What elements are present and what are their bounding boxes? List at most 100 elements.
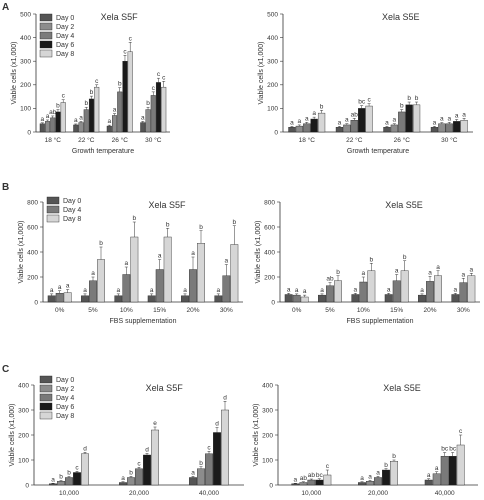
- significance-label: b: [199, 460, 203, 467]
- significance-label: a: [191, 250, 195, 257]
- significance-label: c: [95, 78, 99, 85]
- bar: [326, 285, 334, 303]
- x-axis-label: Growth temperature: [347, 148, 409, 155]
- significance-label: a: [433, 119, 437, 126]
- significance-label: bc: [316, 472, 324, 479]
- significance-label: a: [113, 107, 117, 114]
- significance-label: bc: [358, 99, 366, 106]
- bar: [140, 122, 146, 133]
- bar: [418, 294, 426, 303]
- bar: [97, 259, 105, 303]
- y-tick-label: 0: [34, 299, 38, 306]
- bar: [106, 125, 112, 133]
- chart-title: Xela S5F: [101, 12, 139, 22]
- significance-label: a: [338, 119, 342, 126]
- x-tick-label: 18 °C: [299, 136, 316, 144]
- bar: [383, 127, 391, 133]
- y-tick-label: 200: [267, 82, 278, 89]
- bar: [189, 477, 197, 486]
- x-tick-label: 5%: [88, 307, 98, 314]
- bar: [119, 482, 127, 486]
- significance-label: b: [384, 462, 388, 469]
- significance-label: b: [415, 95, 419, 102]
- significance-label: a: [427, 472, 431, 479]
- significance-label: a: [312, 110, 316, 117]
- x-tick-label: 22 °C: [346, 136, 363, 144]
- legend-swatch: [39, 375, 53, 384]
- x-tick-label: 10,000: [301, 490, 321, 497]
- x-tick-label: 30 °C: [441, 136, 458, 144]
- significance-label: a: [183, 287, 187, 294]
- chart-a2: Xela S5E 0 100 200 300 400 500 Viable cells (x1…: [258, 11, 473, 155]
- significance-label: a: [295, 287, 299, 294]
- y-axis-label: Viable cells (x1,000): [253, 404, 260, 467]
- significance-label: a: [440, 116, 444, 123]
- significance-label: b: [320, 103, 324, 110]
- bar: [382, 469, 390, 486]
- chart-b2: Xela S5E 0 200 400 600 800 Viable cells (x1,00…: [255, 199, 480, 325]
- x-tick-label: 26 °C: [112, 136, 129, 144]
- significance-label: ab: [326, 276, 334, 283]
- significance-label: b: [129, 469, 133, 476]
- significance-label: a: [462, 271, 466, 278]
- bar: [89, 280, 97, 303]
- bar: [127, 51, 133, 133]
- x-tick-label: 30%: [220, 307, 233, 314]
- significance-label: c: [207, 444, 211, 451]
- chart-c1: Xela S5F 0 100 200 300 400 Viable cells (x1,00…: [9, 375, 244, 497]
- legend-swatch: [39, 22, 53, 31]
- bar: [88, 98, 94, 133]
- significance-label: b: [199, 224, 203, 231]
- bar: [350, 119, 358, 133]
- significance-label: b: [403, 254, 407, 261]
- bar: [47, 295, 56, 303]
- bar: [392, 280, 401, 303]
- significance-label: a: [385, 119, 389, 126]
- bar: [292, 294, 301, 303]
- bar: [351, 294, 360, 303]
- x-tick-label: 40,000: [199, 490, 219, 497]
- bar: [147, 295, 156, 303]
- significance-label: c: [129, 35, 133, 42]
- bar: [155, 269, 164, 303]
- significance-label: a: [83, 287, 87, 294]
- chart-title: Xela S5E: [382, 12, 420, 22]
- x-tick-label: 26 °C: [394, 136, 411, 144]
- legend-label: Day 8: [56, 51, 74, 58]
- chart-title: Xela S5F: [146, 383, 184, 393]
- significance-label: a: [354, 286, 358, 293]
- bar: [334, 280, 342, 303]
- y-tick-label: 0: [269, 482, 273, 489]
- significance-label: a: [79, 114, 83, 121]
- bar: [291, 483, 300, 486]
- significance-label: a: [447, 115, 451, 122]
- significance-label: d: [145, 447, 149, 454]
- bar: [317, 112, 326, 133]
- bar: [467, 275, 476, 303]
- significance-label: a: [376, 469, 380, 476]
- significance-label: c: [123, 48, 127, 55]
- significance-label: a: [360, 475, 364, 482]
- y-tick-label: 400: [20, 35, 31, 42]
- significance-label: a: [217, 287, 221, 294]
- bar: [365, 105, 373, 133]
- bar: [130, 236, 139, 303]
- significance-label: b: [59, 474, 63, 481]
- bar: [453, 121, 461, 133]
- x-axis-label: Growth temperature: [72, 148, 134, 155]
- y-axis-label: Viable cells (x1,000): [9, 404, 16, 467]
- bar: [358, 108, 366, 133]
- bar: [189, 269, 197, 303]
- bar: [145, 109, 151, 133]
- significance-label: a: [455, 112, 459, 119]
- y-tick-label: 300: [18, 407, 29, 414]
- bar: [214, 295, 223, 303]
- y-tick-label: 300: [267, 59, 278, 66]
- x-tick-label: 5%: [325, 307, 335, 314]
- y-tick-label: 400: [27, 249, 38, 256]
- significance-label: ab: [49, 109, 57, 116]
- panel-letter-b: B: [2, 182, 9, 193]
- significance-label: a: [470, 266, 474, 273]
- significance-label: a: [125, 260, 129, 267]
- legend-label: Day 0: [63, 198, 81, 205]
